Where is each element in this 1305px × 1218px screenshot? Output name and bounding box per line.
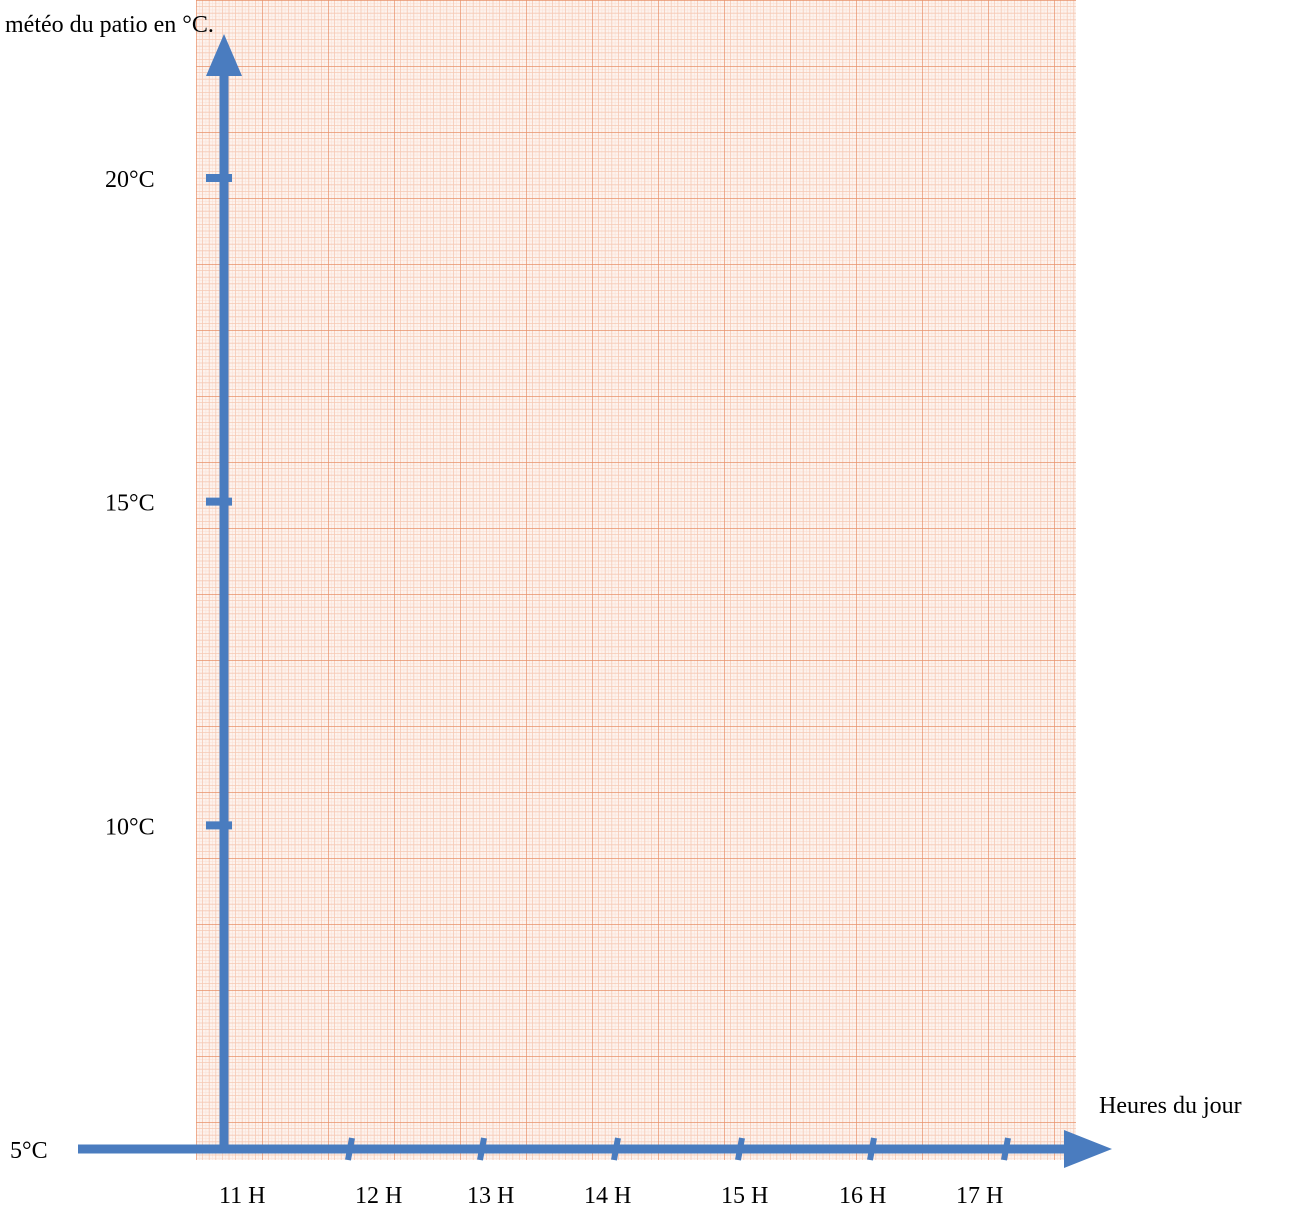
x-tick-label: 16 H: [839, 1183, 886, 1209]
tick-marks: [206, 174, 1011, 1161]
axes: [78, 34, 1112, 1168]
y-axis-arrowhead: [206, 34, 242, 76]
x-tick-mark: [477, 1137, 487, 1161]
x-axis-arrowhead: [1064, 1130, 1112, 1168]
x-tick-mark: [1001, 1137, 1011, 1161]
x-tick-label: 11 H: [219, 1183, 265, 1209]
x-tick-label: 14 H: [584, 1183, 631, 1209]
x-tick-mark: [735, 1137, 745, 1161]
x-axis-label: Heures du jour: [1099, 1093, 1242, 1119]
x-tick-mark: [611, 1137, 621, 1161]
graph-paper: [196, 0, 1076, 1160]
y-tick-label: 10°C: [105, 814, 155, 840]
x-tick-label: 12 H: [355, 1183, 402, 1209]
y-tick-label: 20°C: [105, 167, 155, 193]
chart-title: météo du patio en °C.: [5, 12, 214, 38]
x-tick-label: 15 H: [721, 1183, 768, 1209]
tick-labels: 11 H 12 H 13 H 14 H 15 H 16 H 17 H 5°C 10°C 15°C 2…: [10, 167, 1003, 1209]
x-tick-mark: [867, 1137, 877, 1161]
y-tick-label: 15°C: [105, 491, 155, 517]
x-tick-mark: [345, 1137, 355, 1161]
y-tick-label: 5°C: [10, 1138, 48, 1164]
x-tick-label: 17 H: [956, 1183, 1003, 1209]
x-tick-label: 13 H: [467, 1183, 514, 1209]
